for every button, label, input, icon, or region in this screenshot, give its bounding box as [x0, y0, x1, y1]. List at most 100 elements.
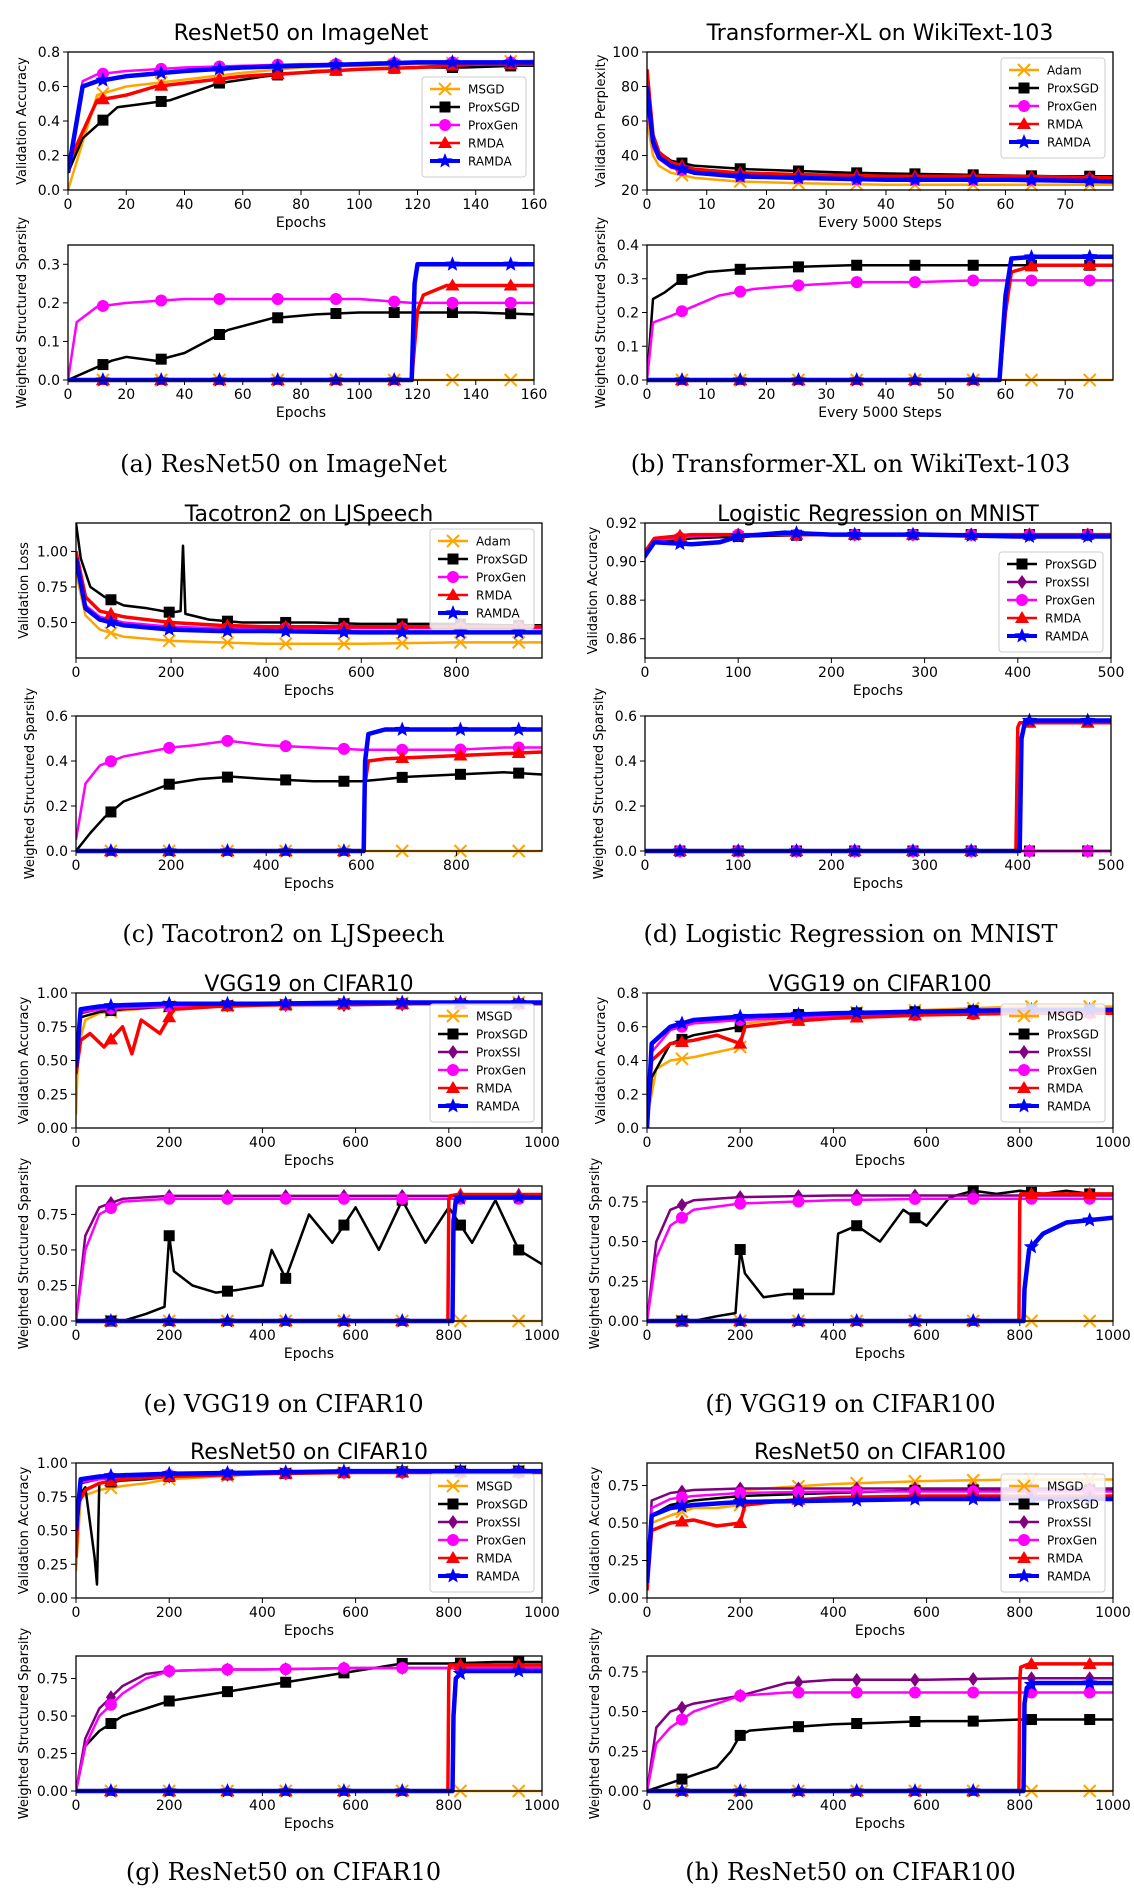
series-line-rmda [647, 1192, 1113, 1323]
y-tick-label: 1.00 [37, 544, 68, 560]
series-marker-ramda [161, 1313, 177, 1328]
series-marker-ramda [965, 372, 981, 387]
series-marker-proxgen [446, 296, 459, 309]
series-marker-ramda [278, 843, 294, 858]
x-tick-label: 1000 [1095, 1328, 1131, 1344]
legend-marker [447, 1534, 459, 1546]
series-marker-proxgen [734, 1487, 747, 1499]
legend-label-rmda: RMDA [476, 1552, 513, 1566]
y-tick-label: 0.2 [46, 799, 68, 815]
y-tick-label: 0.4 [46, 754, 68, 770]
chart-c-top-panel: 0 200 400 600 800 0.50 0.75 1.00 Epochs Validatio… [17, 522, 543, 699]
series-marker-proxgen [675, 1211, 688, 1224]
series-line-proxsgd [68, 311, 534, 382]
series-marker-proxgen [221, 1192, 234, 1205]
y-tick-label: 0.25 [37, 1087, 68, 1103]
series-marker-proxsgd [454, 1219, 466, 1231]
series-marker-proxgen [163, 1192, 176, 1205]
series-marker-adam [395, 636, 409, 650]
series-marker-proxsgd [851, 1220, 863, 1232]
series-marker-rmda [672, 528, 687, 541]
legend-marker [447, 1498, 459, 1510]
legend-label-ramda: RAMDA [476, 607, 520, 621]
series-marker-proxgen [221, 734, 234, 747]
series-marker-ramda [849, 171, 865, 186]
legend-marker [1018, 82, 1030, 94]
series-line-rmda [76, 750, 542, 853]
x-tick-label: 200 [158, 858, 185, 874]
legend-label-rmda: RMDA [468, 137, 505, 151]
series-marker-proxsgd [163, 1695, 175, 1707]
series-marker-proxsgd [734, 1244, 746, 1256]
legend-marker [1016, 594, 1028, 606]
legend-marker [445, 1568, 461, 1583]
series-marker-ramda [153, 65, 169, 80]
legend-marker [438, 82, 452, 96]
y-tick-label: 0.50 [37, 615, 68, 631]
series-marker-ramda [674, 161, 690, 176]
x-axis-label: Epochs [284, 1816, 334, 1832]
y-tick-label: 0.25 [608, 1744, 639, 1760]
series-marker-proxgen [792, 1686, 805, 1699]
series-marker-ramda [790, 170, 807, 185]
legend-marker [1016, 1098, 1032, 1113]
series-marker-ramda [444, 54, 461, 69]
x-tick-label: 50 [937, 197, 955, 213]
series-marker-rmda [103, 606, 118, 619]
legend-marker [446, 1551, 460, 1563]
legend-marker [447, 1028, 459, 1040]
series-marker-proxgen [967, 1686, 980, 1699]
legend-label-proxssi: ProxSSI [1045, 576, 1090, 590]
series-marker-proxsgd [676, 273, 688, 285]
series-marker-proxgen [675, 305, 688, 318]
series-marker-ramda [153, 372, 169, 387]
legend-label-proxsgd: ProxSGD [468, 101, 520, 115]
series-marker-proxgen [221, 1663, 234, 1676]
series-marker-proxgen [213, 293, 226, 305]
series-marker-ramda [452, 994, 469, 1009]
chart-b-title: Transformer-XL on WikiText-103 [706, 21, 1054, 46]
x-tick-label: 400 [820, 1798, 847, 1814]
series-marker-proxgen [850, 1193, 863, 1206]
chart-e-top-legend: MSGD ProxSGD ProxSSI ProxGen RMDA RAMDA [429, 1003, 535, 1123]
series-marker-ramda [907, 372, 923, 387]
x-tick-label: 20 [758, 197, 776, 213]
series-marker-ramda [278, 995, 294, 1010]
series-marker-proxgen [104, 755, 117, 768]
x-tick-label: 20 [117, 197, 135, 213]
series-marker-rmda [733, 1516, 748, 1528]
chart-b-top-series [647, 69, 1113, 192]
chart-h-top-axes-frame [646, 1462, 1114, 1599]
series-marker-rmda [511, 746, 526, 759]
caption-c: (c) Tacotron2 on LJSpeech [122, 920, 445, 948]
y-tick-label: 0.75 [37, 1672, 68, 1688]
x-tick-label: 200 [818, 665, 845, 681]
series-marker-ramda [511, 994, 527, 1009]
y-tick-label: 0.75 [37, 1020, 68, 1036]
series-marker-proxgen [271, 293, 284, 305]
x-tick-label: 0 [72, 1798, 81, 1814]
legend-label-adam: Adam [476, 535, 511, 549]
series-line-proxgen [68, 297, 534, 381]
series-marker-proxsgd [909, 1716, 921, 1728]
x-tick-label: 0 [72, 1328, 81, 1344]
series-marker-rmda [1082, 1656, 1097, 1669]
x-axis-label: Epochs [855, 1153, 905, 1169]
series-marker-proxsgd [513, 1244, 525, 1256]
x-tick-label: 400 [249, 1605, 276, 1621]
x-tick-label: 200 [156, 1135, 183, 1151]
x-tick-label: 0 [72, 665, 81, 681]
series-marker-proxsgd [105, 1718, 117, 1729]
legend-marker [445, 605, 461, 620]
chart-h-bottom-axes-frame [646, 1655, 1114, 1792]
series-marker-ramda [219, 1783, 236, 1798]
series-line-proxssi [76, 1666, 542, 1792]
x-tick-label: 100 [346, 197, 373, 213]
series-line-ramda [645, 718, 1111, 854]
x-tick-label: 70 [1056, 197, 1074, 213]
x-tick-label: 1000 [524, 1328, 560, 1344]
series-marker-proxsgd [851, 1718, 863, 1729]
x-tick-label: 400 [820, 1328, 847, 1344]
legend-marker [1016, 134, 1032, 149]
series-marker-proxsgd [851, 259, 863, 271]
